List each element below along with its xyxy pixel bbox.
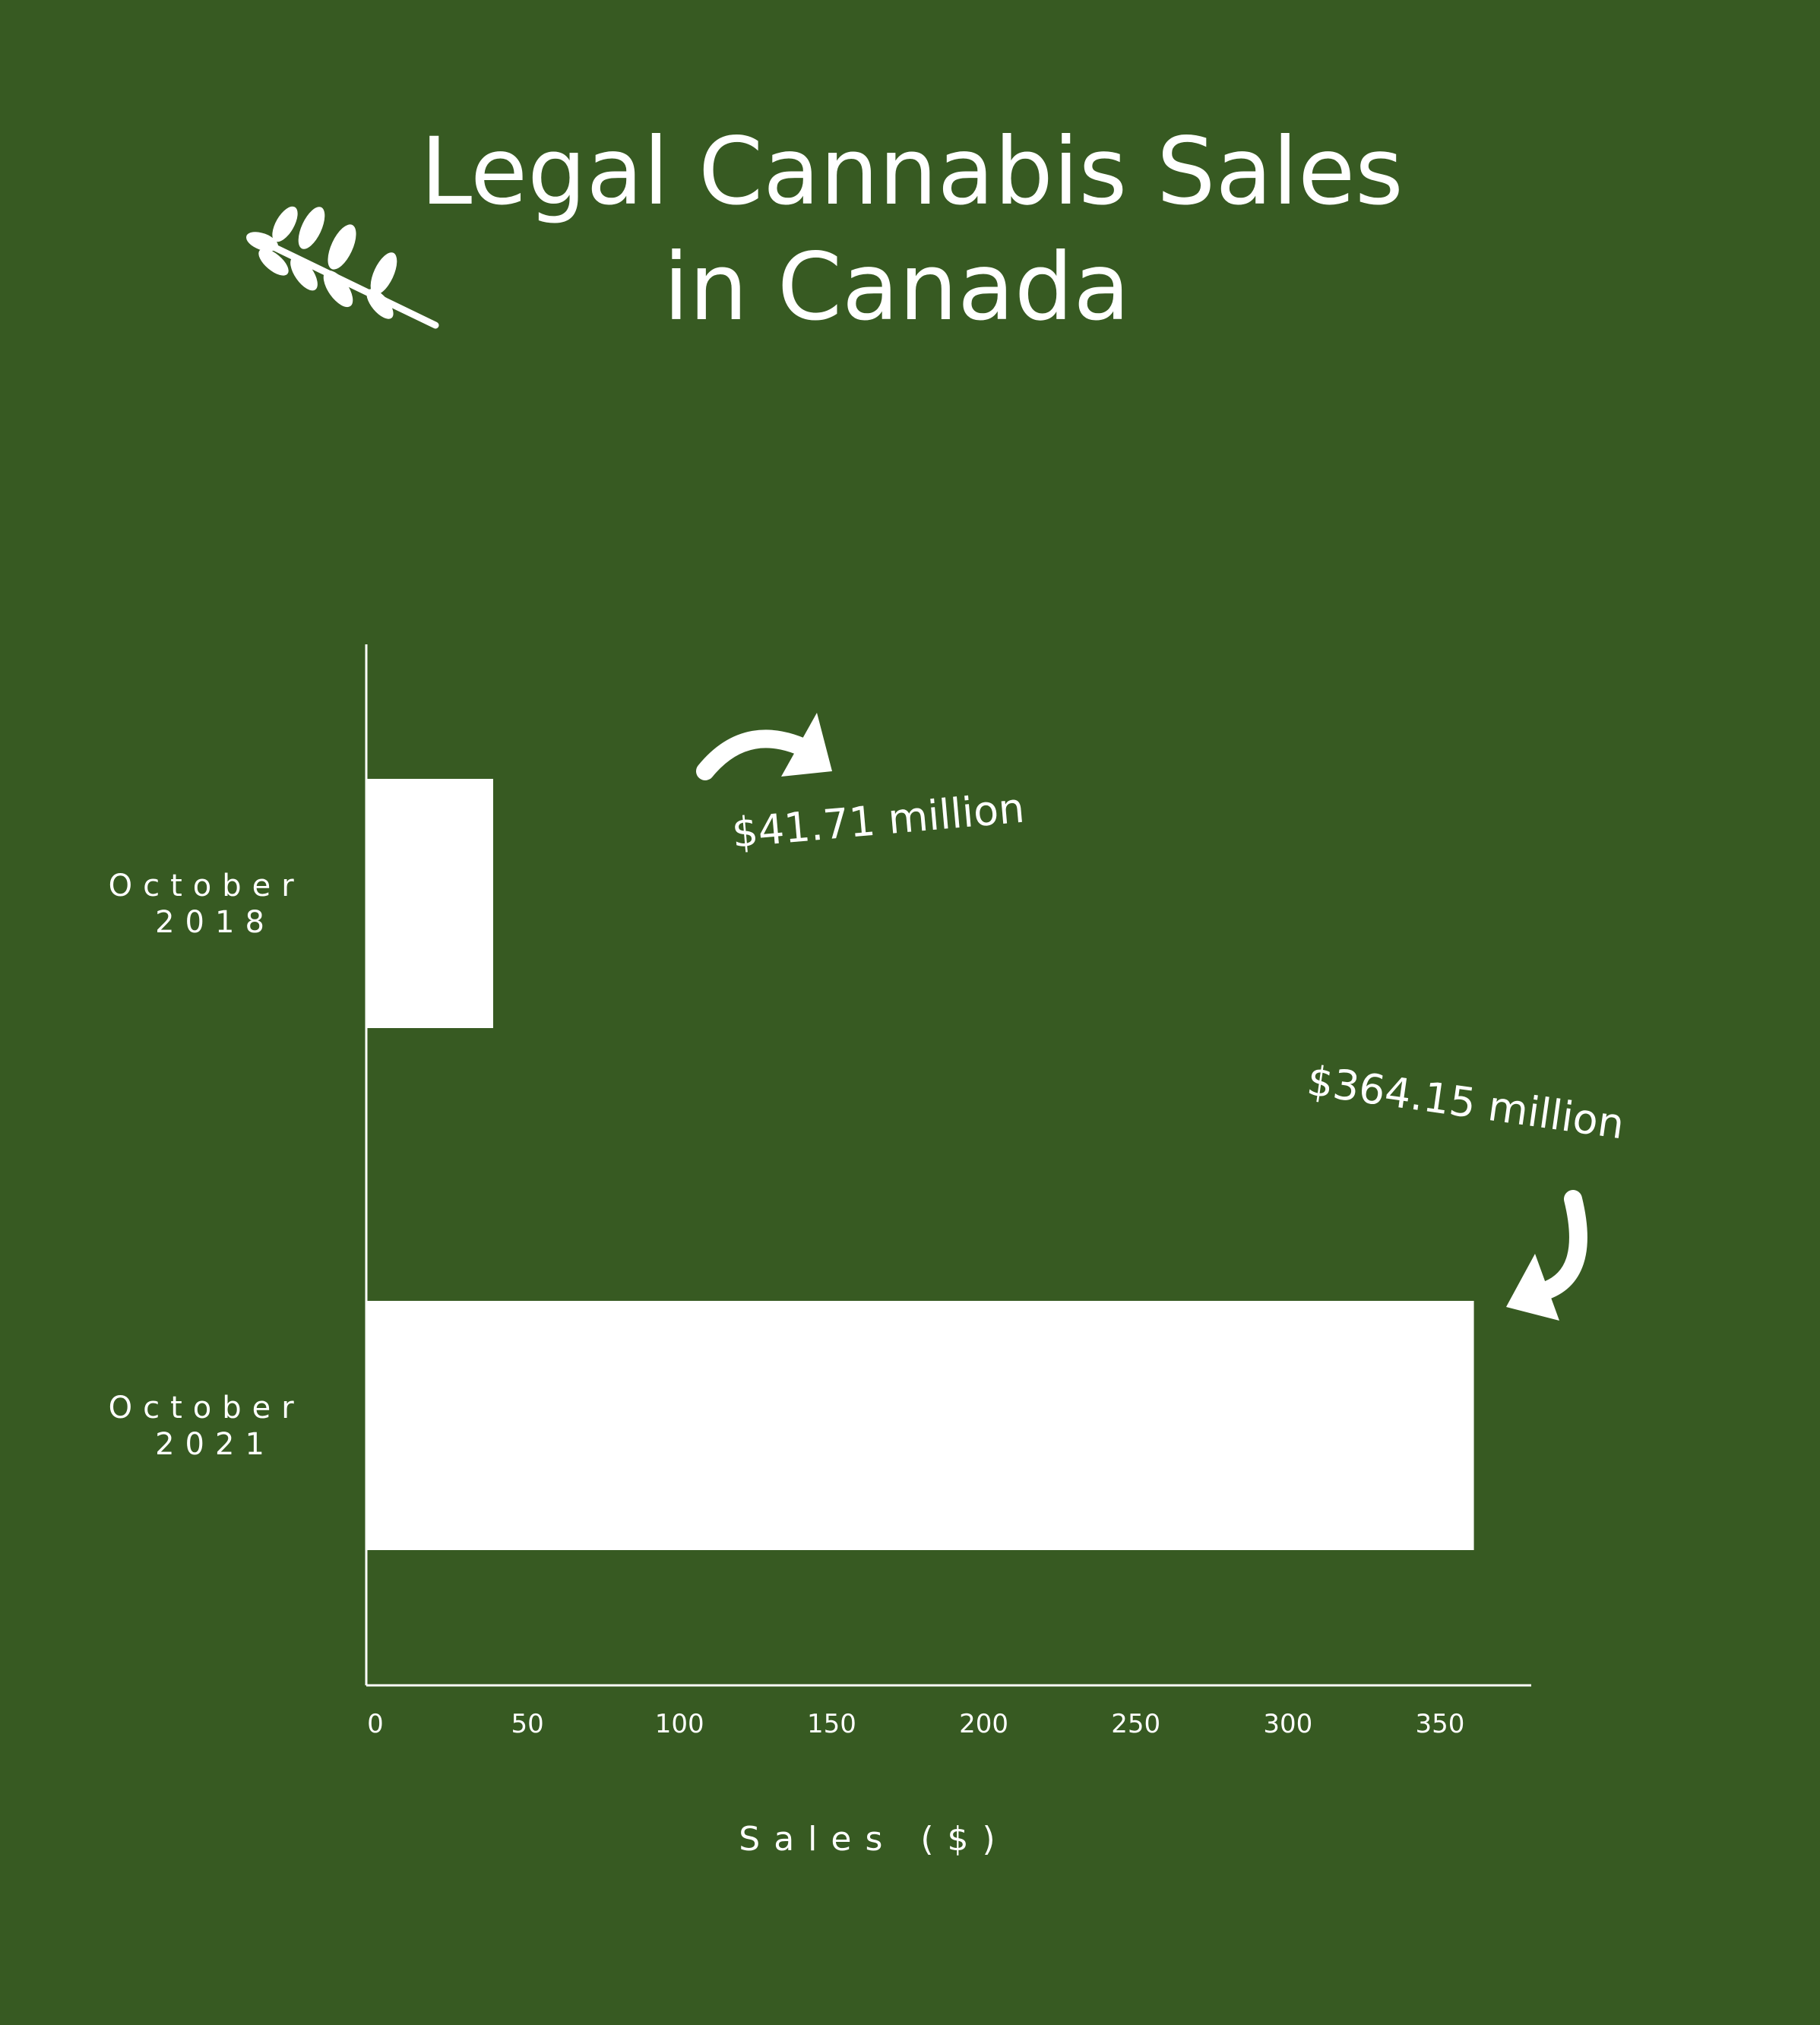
bar-october-2018 (366, 779, 493, 1028)
category-label-october-2021: October 2021 (109, 1391, 325, 1462)
category-label-month: October (109, 1391, 305, 1425)
x-tick-label: 0 (367, 1709, 384, 1739)
annotation-october-2018: $41.71 million (730, 784, 1027, 857)
curved-arrow-icon (696, 713, 832, 780)
x-tick-label: 300 (1263, 1709, 1312, 1739)
x-tick-label: 350 (1415, 1709, 1464, 1739)
annotation-october-2021: $364.15 million (1304, 1056, 1627, 1148)
x-tick-label: 50 (511, 1709, 543, 1739)
x-tick-label: 250 (1111, 1709, 1160, 1739)
x-tick-label: 100 (655, 1709, 704, 1739)
category-label-year: 2018 (155, 905, 275, 940)
category-label-year: 2021 (155, 1427, 275, 1462)
category-label-october-2018: October 2018 (109, 869, 325, 940)
curved-arrow-icon (1506, 1190, 1587, 1321)
leaf-branch-icon (245, 206, 439, 329)
chart-title-line-2: in Canada (663, 233, 1130, 341)
x-tick-labels: 0 50 100 150 200 250 300 350 (367, 1709, 1464, 1739)
x-tick-label: 200 (959, 1709, 1008, 1739)
x-tick-label: 150 (807, 1709, 856, 1739)
category-label-month: October (109, 869, 305, 903)
bar-october-2021 (366, 1301, 1474, 1550)
chart-title-line-1: Legal Cannabis Sales (420, 118, 1404, 226)
x-axis-label: Sales ($) (739, 1820, 1008, 1859)
